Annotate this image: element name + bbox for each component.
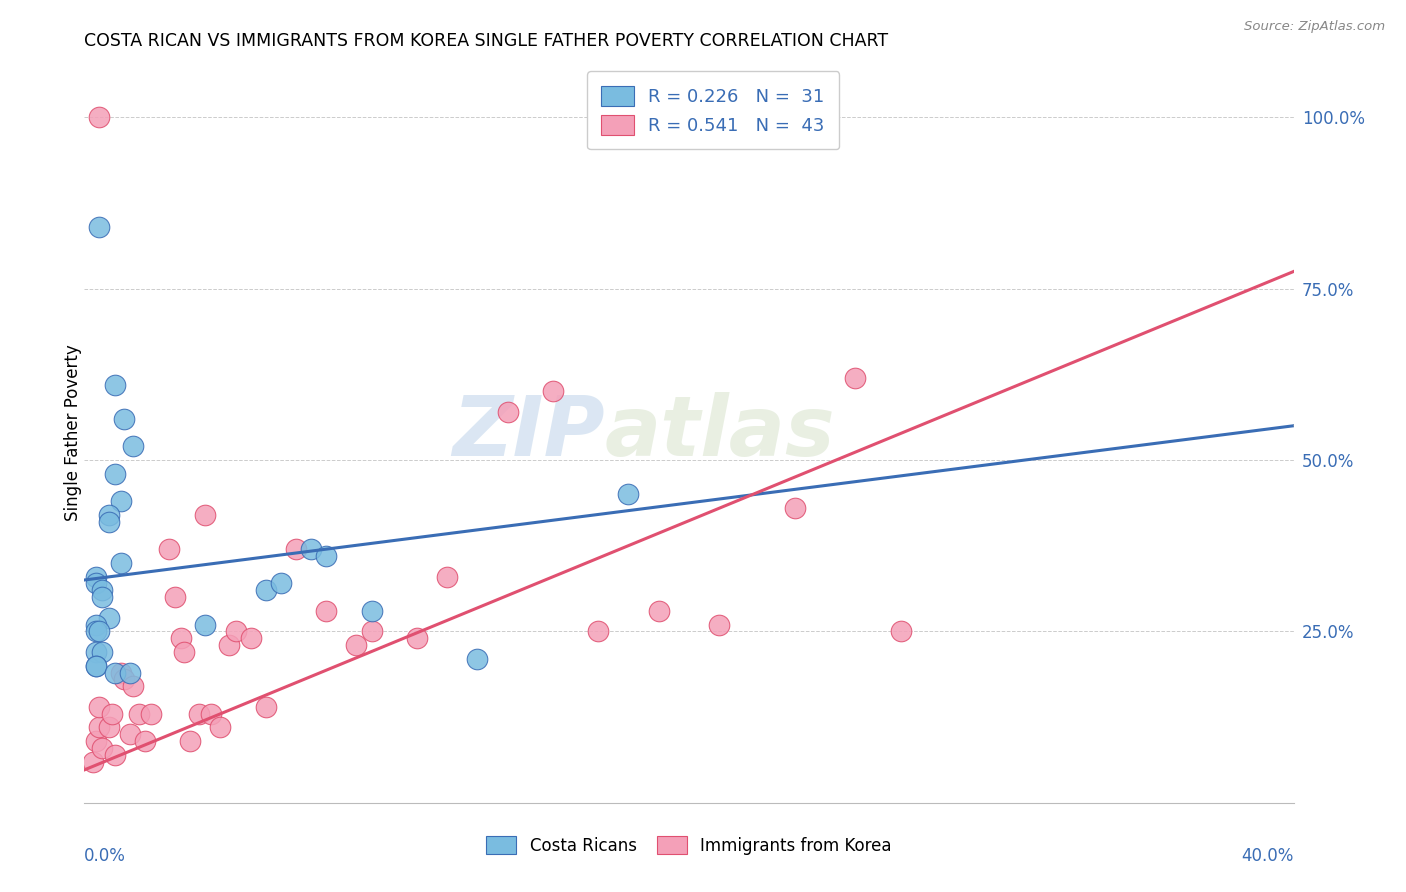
Point — [179, 734, 201, 748]
Point — [89, 219, 111, 234]
Point — [110, 494, 132, 508]
Point — [86, 624, 108, 639]
Point — [194, 508, 217, 522]
Point — [86, 734, 108, 748]
Point — [844, 371, 866, 385]
Point — [188, 706, 211, 721]
Point — [91, 645, 114, 659]
Point — [496, 405, 519, 419]
Point — [97, 720, 120, 734]
Point — [360, 604, 382, 618]
Point — [783, 501, 806, 516]
Point — [104, 467, 127, 481]
Point — [139, 706, 162, 721]
Point — [112, 412, 135, 426]
Point — [315, 549, 337, 563]
Point — [104, 747, 127, 762]
Point — [110, 665, 132, 680]
Point — [91, 583, 114, 598]
Point — [86, 569, 108, 583]
Point — [112, 673, 135, 687]
Point — [299, 542, 322, 557]
Point — [254, 699, 277, 714]
Point — [121, 439, 143, 453]
Point — [315, 604, 337, 618]
Point — [86, 617, 108, 632]
Point — [165, 590, 187, 604]
Point — [709, 617, 731, 632]
Point — [406, 632, 429, 646]
Point — [100, 706, 122, 721]
Point — [648, 604, 671, 618]
Y-axis label: Single Father Poverty: Single Father Poverty — [65, 344, 82, 521]
Text: COSTA RICAN VS IMMIGRANTS FROM KOREA SINGLE FATHER POVERTY CORRELATION CHART: COSTA RICAN VS IMMIGRANTS FROM KOREA SIN… — [84, 32, 889, 50]
Point — [89, 720, 111, 734]
Text: Source: ZipAtlas.com: Source: ZipAtlas.com — [1244, 20, 1385, 33]
Point — [173, 645, 195, 659]
Point — [209, 720, 232, 734]
Point — [89, 624, 111, 639]
Text: atlas: atlas — [605, 392, 835, 473]
Point — [239, 632, 262, 646]
Point — [541, 384, 564, 399]
Point — [436, 569, 458, 583]
Point — [270, 576, 292, 591]
Point — [134, 734, 156, 748]
Point — [118, 727, 141, 741]
Point — [170, 632, 193, 646]
Point — [467, 652, 489, 666]
Point — [617, 487, 640, 501]
Point — [360, 624, 382, 639]
Point — [110, 556, 132, 570]
Point — [86, 658, 108, 673]
Point — [86, 658, 108, 673]
Point — [588, 624, 610, 639]
Point — [89, 110, 111, 124]
Text: 40.0%: 40.0% — [1241, 847, 1294, 865]
Point — [128, 706, 150, 721]
Point — [91, 741, 114, 756]
Point — [82, 755, 104, 769]
Point — [225, 624, 247, 639]
Legend: Costa Ricans, Immigrants from Korea: Costa Ricans, Immigrants from Korea — [477, 826, 901, 865]
Point — [200, 706, 222, 721]
Point — [104, 377, 127, 392]
Point — [89, 699, 111, 714]
Text: 0.0%: 0.0% — [84, 847, 127, 865]
Point — [91, 590, 114, 604]
Point — [86, 576, 108, 591]
Point — [97, 515, 120, 529]
Point — [346, 638, 368, 652]
Point — [97, 610, 120, 624]
Point — [254, 583, 277, 598]
Point — [890, 624, 912, 639]
Point — [285, 542, 308, 557]
Point — [121, 679, 143, 693]
Point — [86, 645, 108, 659]
Point — [97, 508, 120, 522]
Point — [104, 665, 127, 680]
Text: ZIP: ZIP — [451, 392, 605, 473]
Point — [194, 617, 217, 632]
Point — [118, 665, 141, 680]
Point — [157, 542, 180, 557]
Point — [218, 638, 240, 652]
